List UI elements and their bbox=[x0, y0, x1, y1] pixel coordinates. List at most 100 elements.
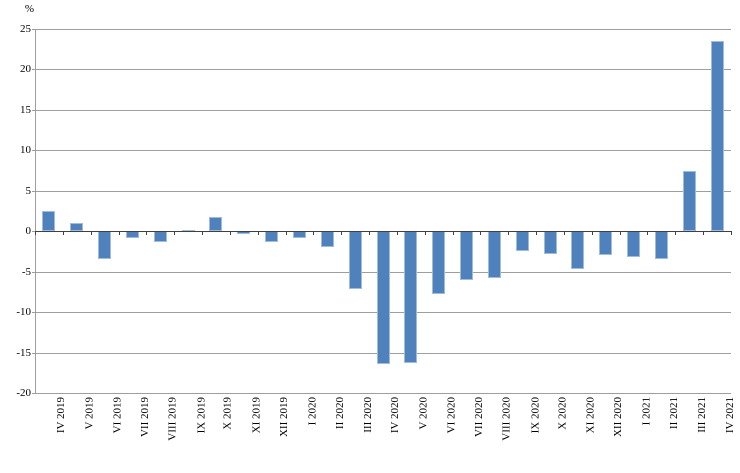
x-tick-label: X 2020 bbox=[557, 397, 569, 430]
x-axis-tick bbox=[202, 231, 203, 235]
x-tick-label: VI 2019 bbox=[111, 397, 123, 434]
y-axis-unit-label: % bbox=[24, 3, 34, 15]
bar bbox=[321, 231, 334, 247]
gridline bbox=[35, 191, 731, 192]
x-tick-label: V 2020 bbox=[417, 397, 429, 430]
bar bbox=[404, 231, 417, 363]
x-tick-label: I 2021 bbox=[640, 397, 652, 426]
x-tick-label: IV 2020 bbox=[389, 397, 401, 434]
y-axis-tick bbox=[32, 69, 35, 70]
y-axis-tick bbox=[32, 231, 35, 232]
x-tick-label: XI 2020 bbox=[584, 397, 596, 434]
bar bbox=[599, 231, 612, 255]
x-tick-label: IV 2021 bbox=[724, 397, 736, 434]
x-tick-label: IV 2019 bbox=[55, 397, 67, 434]
x-axis-line bbox=[35, 231, 731, 232]
x-axis-tick bbox=[675, 231, 676, 235]
x-tick-label: XII 2020 bbox=[612, 397, 624, 438]
x-axis-tick bbox=[647, 231, 648, 235]
gridline bbox=[35, 110, 731, 111]
y-tick-label: 15 bbox=[20, 104, 31, 116]
x-axis-tick bbox=[564, 231, 565, 235]
x-tick-label: II 2021 bbox=[668, 397, 680, 430]
y-tick-label: -5 bbox=[21, 266, 31, 278]
gridline bbox=[35, 69, 731, 70]
bar bbox=[154, 231, 167, 242]
y-tick-label: 25 bbox=[20, 23, 31, 35]
bar bbox=[516, 231, 529, 251]
x-axis-tick bbox=[397, 231, 398, 235]
x-axis-tick bbox=[341, 231, 342, 235]
bar bbox=[42, 211, 55, 231]
x-tick-label: III 2020 bbox=[362, 397, 374, 433]
y-axis-tick bbox=[32, 312, 35, 313]
y-axis-tick bbox=[32, 353, 35, 354]
y-axis-line bbox=[35, 29, 36, 394]
x-axis-tick bbox=[453, 231, 454, 235]
bar bbox=[683, 171, 696, 231]
x-tick-label: X 2019 bbox=[222, 397, 234, 430]
bar bbox=[711, 41, 724, 231]
y-axis-tick bbox=[32, 29, 35, 30]
x-tick-label: VII 2019 bbox=[139, 397, 151, 438]
bar bbox=[349, 231, 362, 289]
x-axis-tick bbox=[35, 231, 36, 235]
x-axis-tick bbox=[119, 231, 120, 235]
x-tick-label: XII 2019 bbox=[278, 397, 290, 438]
x-axis-tick bbox=[592, 231, 593, 235]
y-tick-label: 20 bbox=[20, 63, 31, 75]
x-tick-label: VIII 2020 bbox=[501, 397, 513, 441]
x-tick-label: V 2019 bbox=[83, 397, 95, 430]
x-axis-tick bbox=[174, 231, 175, 235]
bar bbox=[460, 231, 473, 280]
bar bbox=[70, 223, 83, 231]
x-axis-tick bbox=[91, 231, 92, 235]
x-axis-tick bbox=[369, 231, 370, 235]
gridline bbox=[35, 29, 731, 30]
y-axis-tick bbox=[32, 393, 35, 394]
x-axis-tick bbox=[536, 231, 537, 235]
x-axis-tick bbox=[480, 231, 481, 235]
x-tick-label: XI 2019 bbox=[250, 397, 262, 434]
x-axis-tick bbox=[313, 231, 314, 235]
x-tick-label: I 2020 bbox=[306, 397, 318, 426]
x-tick-label: III 2021 bbox=[696, 397, 708, 433]
x-tick-label: IX 2019 bbox=[195, 397, 207, 434]
x-tick-label: VII 2020 bbox=[473, 397, 485, 438]
bar bbox=[627, 231, 640, 257]
gridline bbox=[35, 393, 731, 394]
x-axis-tick bbox=[731, 231, 732, 235]
bar bbox=[126, 231, 139, 238]
x-axis-tick bbox=[508, 231, 509, 235]
bar bbox=[432, 231, 445, 294]
x-tick-label: II 2020 bbox=[334, 397, 346, 430]
y-tick-label: 0 bbox=[25, 225, 32, 237]
bar bbox=[488, 231, 501, 278]
y-axis-tick bbox=[32, 191, 35, 192]
x-axis-tick bbox=[425, 231, 426, 235]
bar bbox=[265, 231, 278, 242]
x-axis-tick bbox=[620, 231, 621, 235]
x-axis-tick bbox=[146, 231, 147, 235]
bar bbox=[209, 217, 222, 231]
y-axis-tick bbox=[32, 110, 35, 111]
y-tick-label: -10 bbox=[16, 306, 31, 318]
bar bbox=[293, 231, 306, 238]
y-axis-tick bbox=[32, 150, 35, 151]
x-axis-tick bbox=[286, 231, 287, 235]
x-axis-tick bbox=[703, 231, 704, 235]
gridline bbox=[35, 150, 731, 151]
y-tick-label: 10 bbox=[20, 144, 31, 156]
y-axis-tick bbox=[32, 272, 35, 273]
x-tick-label: IX 2020 bbox=[529, 397, 541, 434]
bar bbox=[377, 231, 390, 364]
x-axis-tick bbox=[230, 231, 231, 235]
bar bbox=[571, 231, 584, 269]
y-tick-label: 5 bbox=[25, 185, 32, 197]
bar bbox=[544, 231, 557, 254]
bar bbox=[655, 231, 668, 259]
x-tick-label: VIII 2019 bbox=[167, 397, 179, 441]
bar bbox=[98, 231, 111, 259]
x-axis-tick bbox=[63, 231, 64, 235]
